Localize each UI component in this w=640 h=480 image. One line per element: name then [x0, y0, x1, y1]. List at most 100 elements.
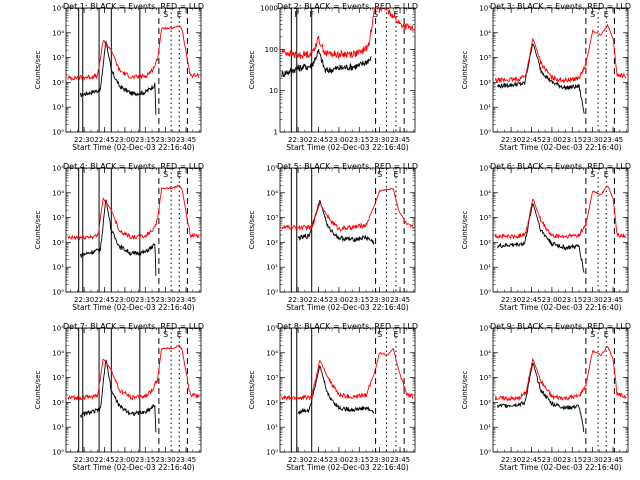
x-tick-label: 23:15 [135, 456, 155, 464]
x-tick-label: 22:30 [288, 456, 308, 464]
y-tick-label: 10⁰ [266, 289, 278, 297]
y-tick-label: 10⁰ [52, 129, 64, 137]
y-axis-label: Counts/sec [248, 51, 256, 90]
lld-series-line [67, 184, 200, 241]
x-tick-label: 23:45 [176, 296, 196, 304]
x-tick-label: 23:30 [583, 136, 603, 144]
x-tick-label: 23:30 [583, 456, 603, 464]
series-group [494, 185, 627, 273]
interval-marker-label: S [373, 10, 378, 19]
lld-series-line [281, 187, 414, 232]
x-tick-label: 23:45 [176, 456, 196, 464]
interval-lines [290, 168, 405, 292]
interval-lines [78, 8, 188, 132]
x-tick-label: 22:30 [288, 136, 308, 144]
interval-marker-label: S [590, 10, 595, 19]
series-group [67, 344, 200, 433]
panel-det-9: Det 9: BLACK = Events, RED = LLD 10⁰ 10¹ 10… [461, 322, 631, 472]
events-series-line [297, 365, 375, 416]
y-tick-label: 10³ [266, 374, 278, 382]
y-tick-label: 10² [266, 239, 278, 247]
y-axis-label: Counts/sec [34, 211, 42, 250]
series-group [281, 187, 414, 246]
x-tick-label: 23:45 [603, 136, 623, 144]
panel-det-5: Det 5: BLACK = Events, RED = LLD 10⁰ 10¹ 10… [248, 162, 418, 312]
series-group [281, 347, 414, 416]
x-tick-label: 22:30 [501, 136, 521, 144]
interval-marker-label: F [309, 10, 314, 19]
interval-marker-label: E [604, 10, 609, 19]
x-tick-label: 23:30 [370, 296, 390, 304]
x-tick-label: 22:30 [501, 456, 521, 464]
y-tick-label: 10⁵ [479, 5, 491, 13]
y-axis-label: Counts/sec [248, 371, 256, 410]
panel-title: Det 9: BLACK = Events, RED = LLD [490, 322, 631, 331]
events-series-line [297, 200, 375, 246]
lld-series-line [281, 8, 414, 60]
y-tick-label: 10¹ [266, 264, 278, 272]
y-tick-label: 10⁴ [266, 349, 278, 357]
x-tick-label: 23:00 [329, 136, 349, 144]
y-tick-label: 10⁴ [266, 189, 278, 197]
interval-marker-label: S [377, 170, 382, 179]
plot-frame [65, 167, 202, 293]
plot-frame [279, 327, 416, 453]
y-axis-label: Counts/sec [34, 51, 42, 90]
y-tick-label: 10⁵ [52, 325, 64, 333]
y-tick-label: 10¹ [479, 264, 491, 272]
x-tick-label: 23:00 [542, 456, 562, 464]
y-axis-label: Counts/sec [461, 371, 469, 410]
panel-det-8: Det 8: BLACK = Events, RED = LLD 10⁰ 10¹ 10… [248, 322, 418, 472]
series-group [67, 184, 200, 276]
y-tick-label: 10³ [52, 374, 64, 382]
interval-marker-label: S [377, 330, 382, 339]
y-tick-label: 10⁴ [52, 349, 64, 357]
interval-lines [585, 168, 615, 292]
panel-det-7: Det 7: BLACK = Events, RED = LLD 10⁰ 10¹ 10… [34, 322, 204, 472]
x-tick-label: 23:00 [329, 456, 349, 464]
y-tick-label: 10⁰ [479, 129, 491, 137]
x-tick-label: 23:45 [603, 296, 623, 304]
y-tick-label: 10⁰ [266, 449, 278, 457]
x-axis-label: Start Time (02-Dec-03 22:16:40) [499, 143, 621, 152]
interval-lines [585, 8, 615, 132]
x-tick-label: 23:15 [349, 296, 369, 304]
y-tick-label: 10³ [479, 374, 491, 382]
x-tick-label: 23:30 [370, 136, 390, 144]
events-series-line [497, 43, 585, 114]
lld-series-line [494, 346, 627, 402]
lld-series-line [281, 347, 414, 402]
y-tick-label: 10² [52, 79, 64, 87]
y-tick-label: 10⁴ [52, 189, 64, 197]
y-axis-label: Counts/sec [461, 211, 469, 250]
y-tick-label: 10⁵ [479, 325, 491, 333]
x-tick-label: 23:30 [156, 456, 176, 464]
x-tick-label: 22:45 [308, 136, 328, 144]
x-axis-label: Start Time (02-Dec-03 22:16:40) [286, 463, 408, 472]
x-tick-label: 23:00 [115, 136, 135, 144]
y-tick-label: 10² [479, 399, 491, 407]
y-tick-label: 10³ [479, 214, 491, 222]
interval-lines [78, 328, 188, 452]
lld-series-line [494, 23, 627, 84]
x-tick-label: 23:15 [562, 296, 582, 304]
x-tick-label: 23:15 [562, 136, 582, 144]
lld-series-line [494, 185, 627, 240]
panel-title: Det 1: BLACK = Events, RED = LLD [63, 2, 204, 11]
plot-frame [279, 167, 416, 293]
lld-series-line [67, 25, 200, 82]
plot-frame [492, 327, 629, 453]
y-tick-label: 10⁰ [479, 449, 491, 457]
y-tick-label: 10¹ [479, 424, 491, 432]
y-tick-label: 10¹ [52, 424, 64, 432]
y-tick-label: 10⁰ [52, 449, 64, 457]
x-tick-label: 23:00 [115, 456, 135, 464]
x-tick-label: 23:15 [135, 136, 155, 144]
interval-marker-label: S [590, 330, 595, 339]
x-tick-label: 22:30 [501, 296, 521, 304]
series-group [494, 23, 627, 114]
y-tick-label: 10³ [52, 214, 64, 222]
y-tick-label: 1000 [260, 5, 278, 13]
x-tick-label: 22:45 [308, 456, 328, 464]
